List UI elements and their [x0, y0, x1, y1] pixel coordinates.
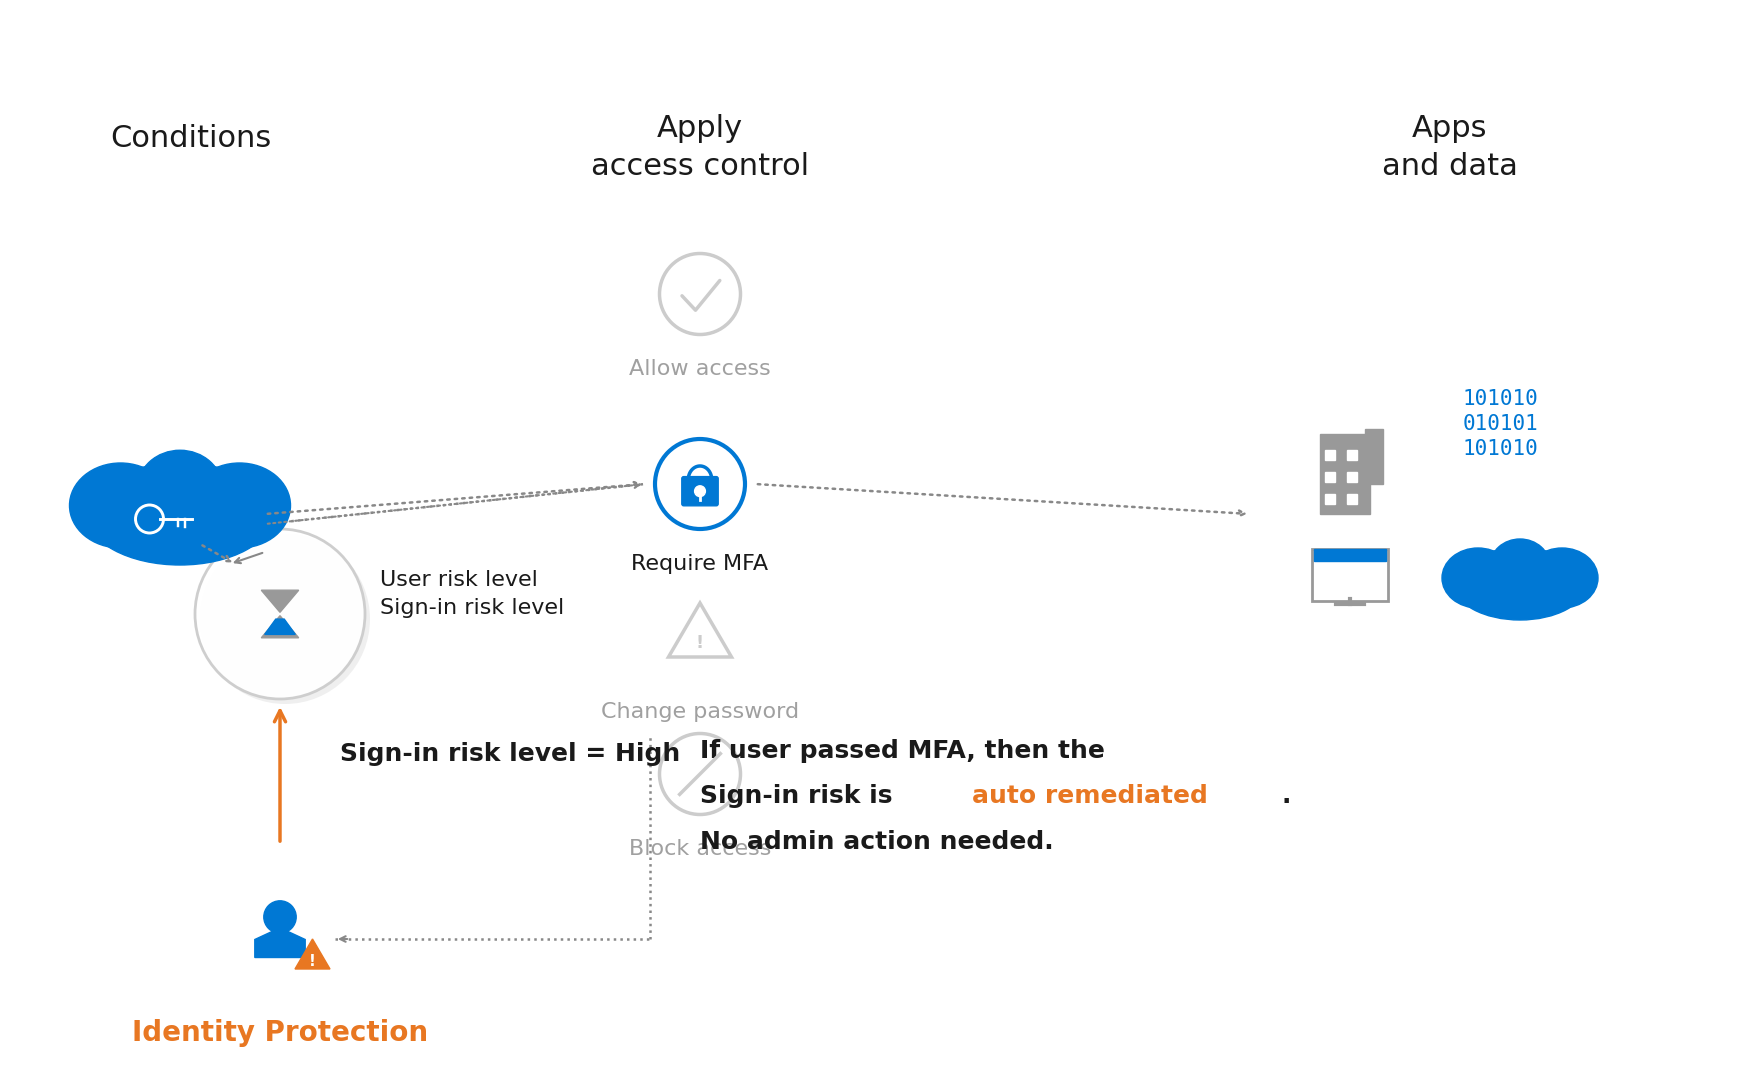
FancyBboxPatch shape — [1325, 450, 1335, 460]
Text: Apply
access control: Apply access control — [590, 114, 809, 182]
Text: !: ! — [696, 635, 704, 653]
Text: !: ! — [308, 954, 315, 969]
Text: Sign-in risk is: Sign-in risk is — [701, 784, 901, 808]
Text: Sign-in risk level = High: Sign-in risk level = High — [340, 742, 680, 766]
FancyBboxPatch shape — [1312, 549, 1388, 600]
Text: Block access: Block access — [629, 839, 771, 859]
Circle shape — [265, 901, 296, 933]
Ellipse shape — [1526, 548, 1598, 608]
Text: 101010
010101
101010: 101010 010101 101010 — [1463, 389, 1538, 459]
Text: auto remediated: auto remediated — [972, 784, 1207, 808]
Polygon shape — [254, 928, 305, 958]
Text: Change password: Change password — [601, 702, 799, 722]
Polygon shape — [261, 615, 298, 638]
FancyBboxPatch shape — [1314, 549, 1386, 561]
Ellipse shape — [86, 463, 273, 565]
Ellipse shape — [1489, 539, 1551, 593]
Text: Conditions: Conditions — [110, 124, 272, 153]
Circle shape — [694, 485, 706, 496]
FancyBboxPatch shape — [1365, 429, 1382, 484]
Ellipse shape — [1454, 548, 1586, 620]
Ellipse shape — [1442, 548, 1514, 608]
Ellipse shape — [189, 463, 291, 548]
Circle shape — [200, 534, 370, 703]
FancyBboxPatch shape — [682, 477, 718, 506]
Text: Require MFA: Require MFA — [631, 554, 769, 574]
Circle shape — [194, 529, 364, 699]
FancyBboxPatch shape — [1347, 494, 1358, 504]
Text: Allow access: Allow access — [629, 359, 771, 379]
Polygon shape — [294, 939, 329, 969]
Ellipse shape — [137, 450, 223, 526]
Text: Identity Protection: Identity Protection — [131, 1019, 427, 1047]
Ellipse shape — [70, 463, 172, 548]
FancyBboxPatch shape — [1319, 434, 1370, 514]
FancyBboxPatch shape — [1325, 471, 1335, 482]
FancyBboxPatch shape — [1347, 471, 1358, 482]
Text: .: . — [1282, 784, 1291, 808]
Text: Apps
and data: Apps and data — [1382, 114, 1517, 182]
Polygon shape — [261, 591, 298, 612]
Polygon shape — [265, 619, 296, 635]
FancyBboxPatch shape — [1325, 494, 1335, 504]
Text: No admin action needed.: No admin action needed. — [701, 830, 1053, 854]
Text: If user passed MFA, then the: If user passed MFA, then the — [701, 739, 1106, 763]
Text: User risk level
Sign-in risk level: User risk level Sign-in risk level — [380, 570, 564, 618]
FancyBboxPatch shape — [1347, 450, 1358, 460]
